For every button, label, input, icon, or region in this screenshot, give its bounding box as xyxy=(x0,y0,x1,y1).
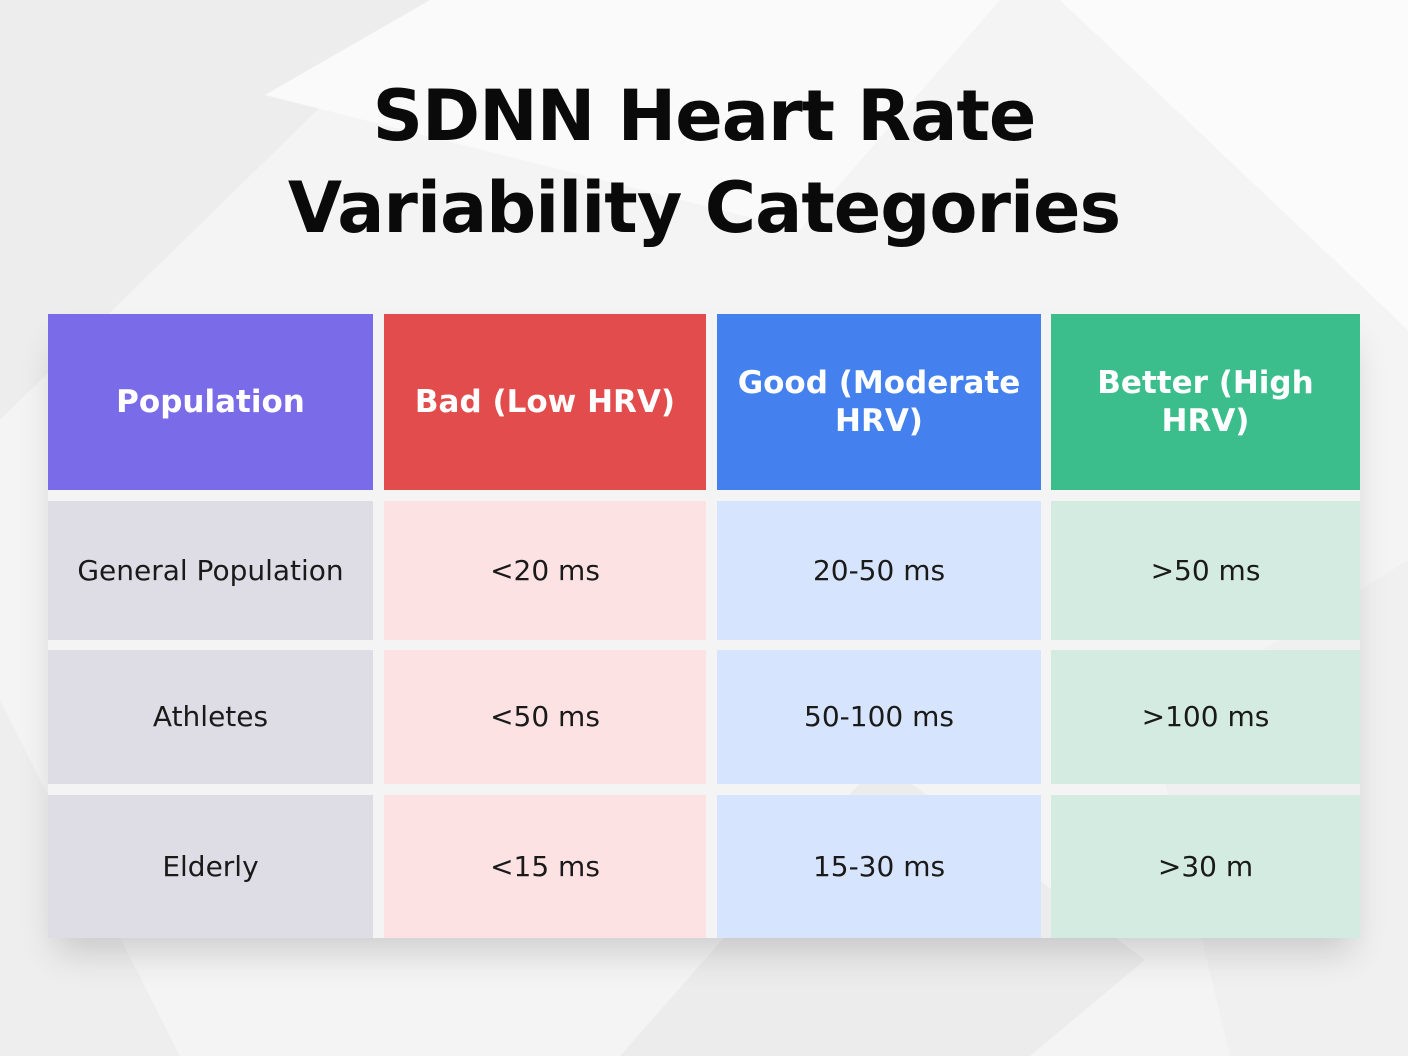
row-athletes-bad: <50 ms xyxy=(384,650,706,784)
row-elderly-better: >30 m xyxy=(1051,795,1360,938)
row-general-population-label: General Population xyxy=(48,501,373,640)
row-athletes-good: 50-100 ms xyxy=(717,650,1041,784)
row-general-population-bad: <20 ms xyxy=(384,501,706,640)
row-athletes-better: >100 ms xyxy=(1051,650,1360,784)
row-elderly-bad: <15 ms xyxy=(384,795,706,938)
header-better: Better (High HRV) xyxy=(1051,314,1360,490)
row-elderly-good: 15-30 ms xyxy=(717,795,1041,938)
title-line-2: Variability Categories xyxy=(287,167,1121,249)
row-elderly-label: Elderly xyxy=(48,795,373,938)
header-good: Good (Moderate HRV) xyxy=(717,314,1041,490)
row-general-population-good: 20-50 ms xyxy=(717,501,1041,640)
page-title: SDNN Heart Rate Variability Categories xyxy=(0,70,1408,254)
row-athletes-label: Athletes xyxy=(48,650,373,784)
title-line-1: SDNN Heart Rate xyxy=(372,75,1037,157)
header-population: Population xyxy=(48,314,373,490)
row-general-population-better: >50 ms xyxy=(1051,501,1360,640)
header-bad: Bad (Low HRV) xyxy=(384,314,706,490)
hrv-categories-table: Population Bad (Low HRV) Good (Moderate … xyxy=(48,314,1360,938)
